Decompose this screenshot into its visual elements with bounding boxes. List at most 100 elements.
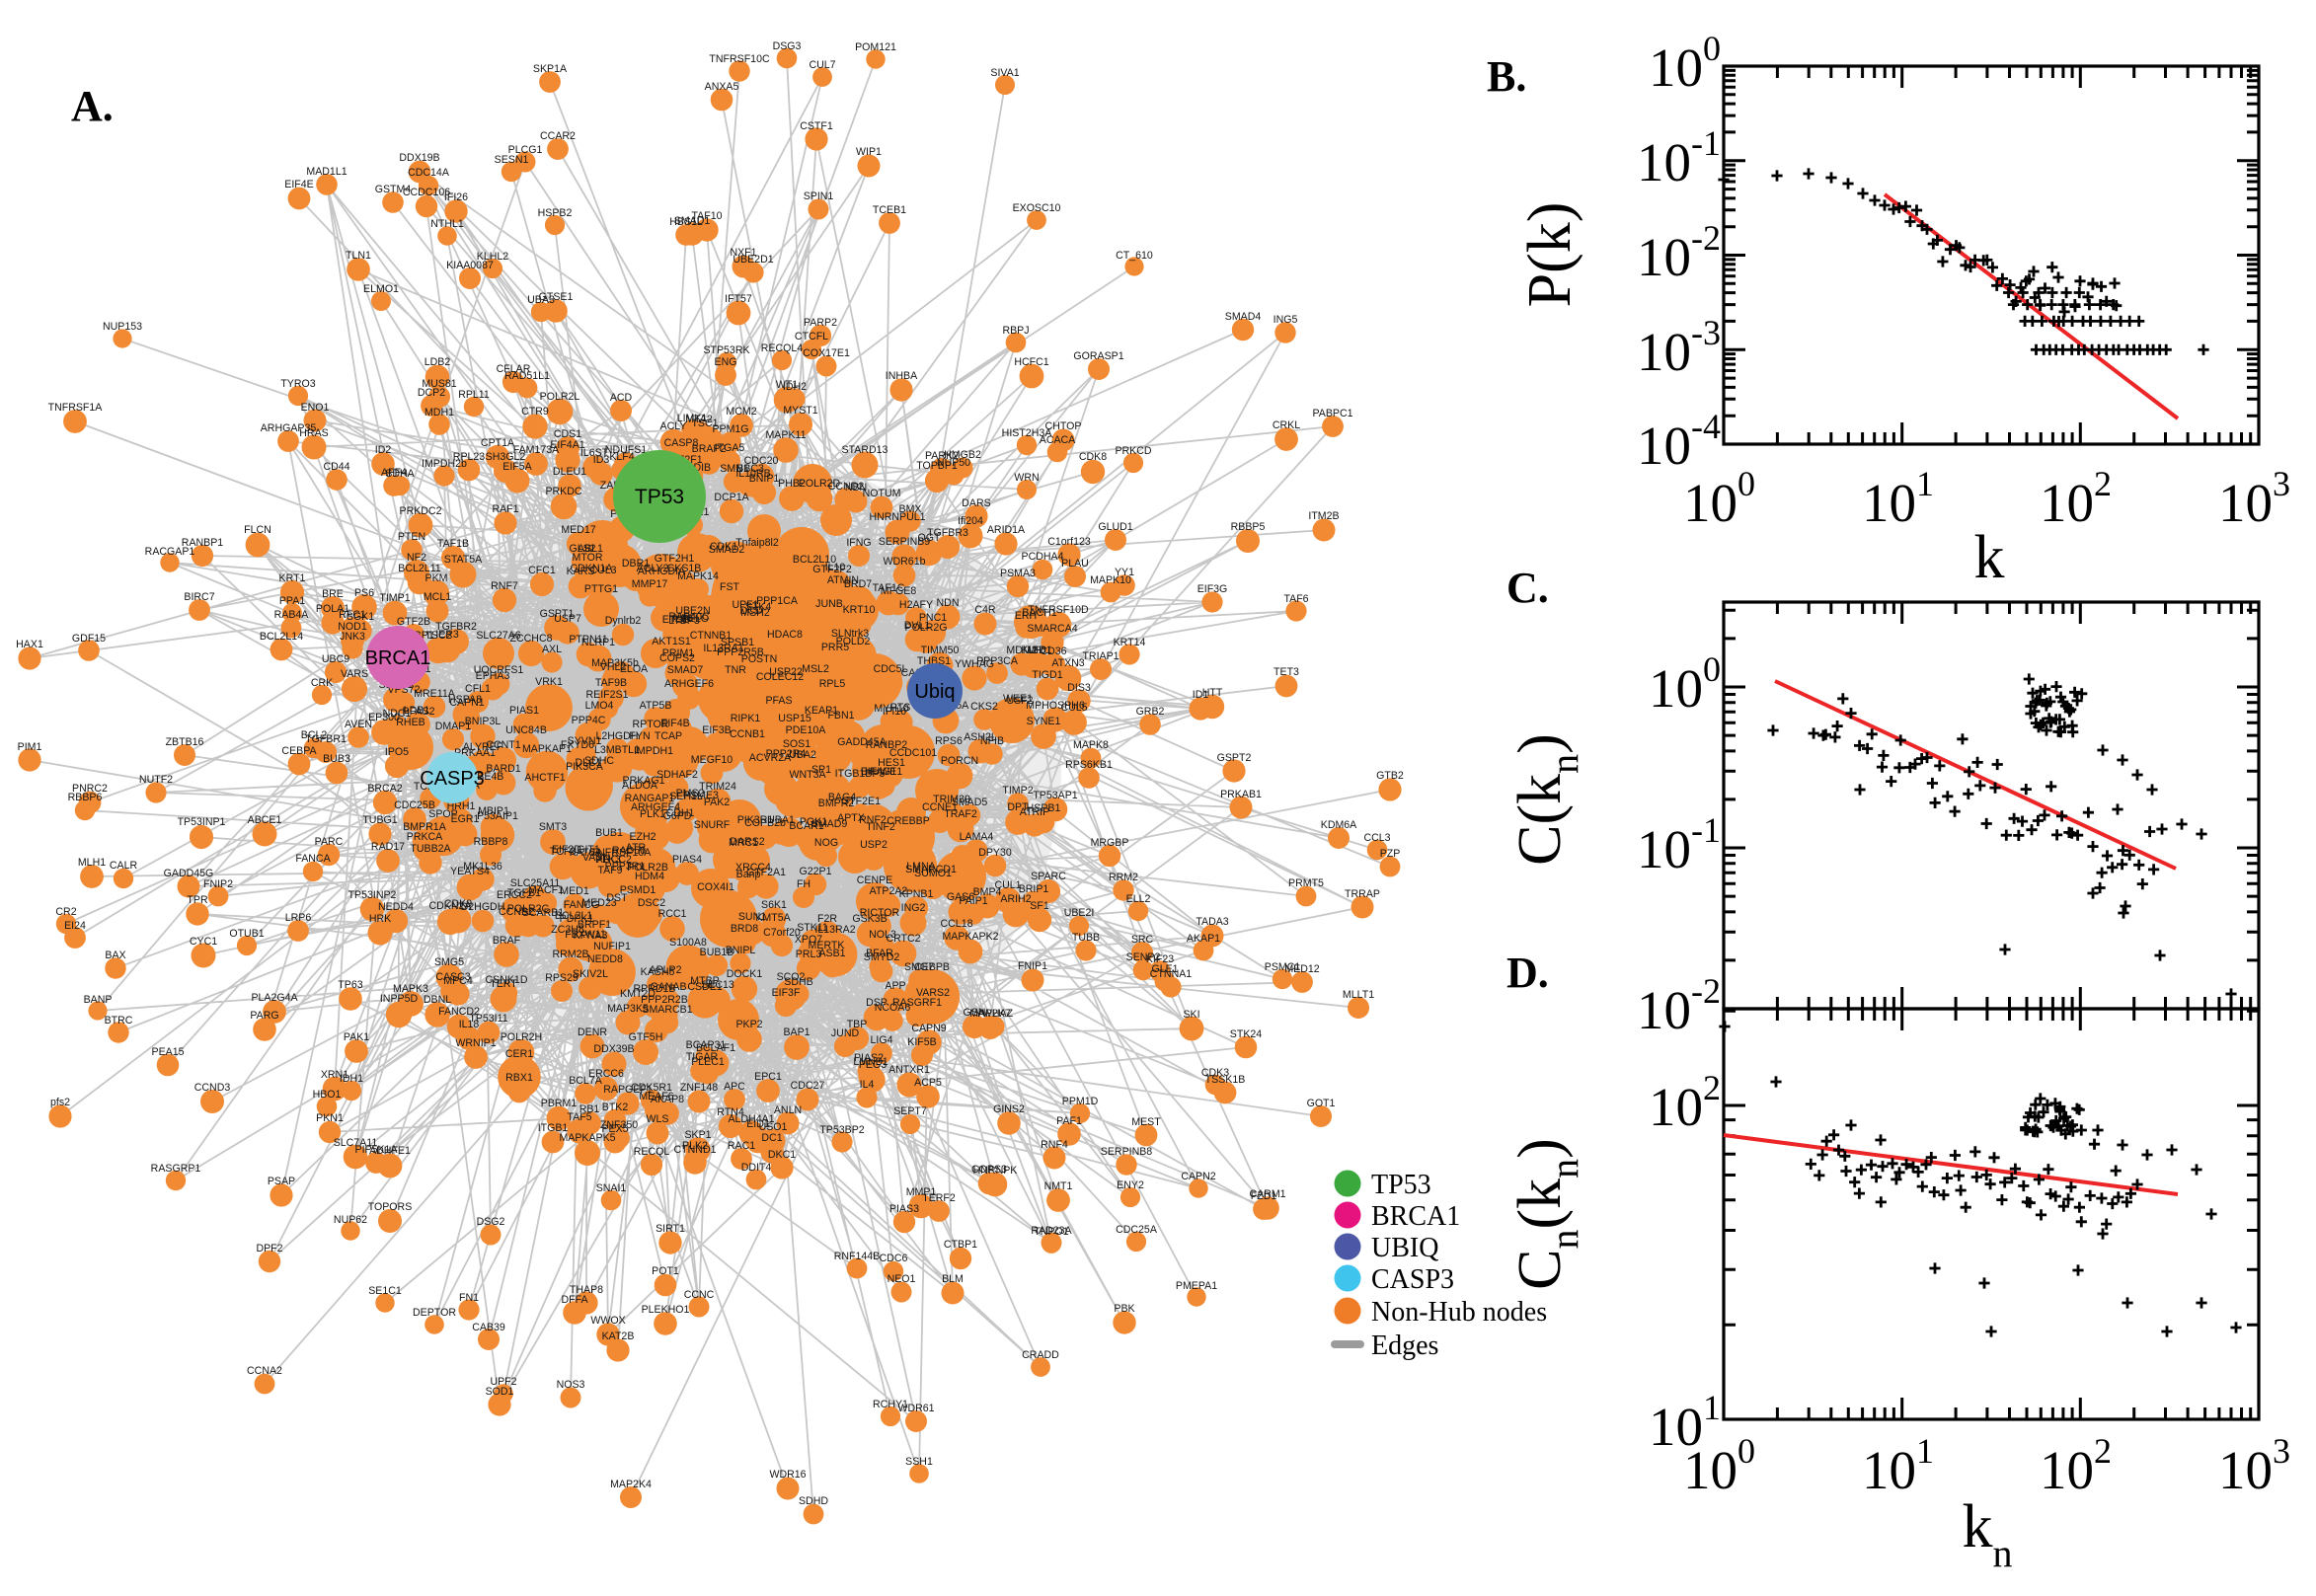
svg-text:MMP1: MMP1 — [906, 1186, 937, 1198]
svg-text:ID3: ID3 — [593, 454, 610, 466]
svg-text:UBIQ: UBIQ — [1371, 1233, 1438, 1263]
svg-text:STAT5A: STAT5A — [444, 554, 483, 566]
svg-text:TSC1: TSC1 — [691, 418, 718, 429]
svg-text:INPP5D: INPP5D — [380, 993, 419, 1005]
svg-text:NLRP1: NLRP1 — [581, 637, 615, 648]
svg-text:ATR: ATR — [626, 842, 647, 854]
svg-text:FN1: FN1 — [459, 1292, 479, 1304]
svg-text:COPS2: COPS2 — [659, 652, 695, 664]
svg-text:CAPN2: CAPN2 — [1181, 1171, 1215, 1182]
svg-text:IL10: IL10 — [825, 562, 846, 573]
svg-text:ALDH4A1: ALDH4A1 — [728, 1113, 774, 1125]
svg-text:NMT1: NMT1 — [1044, 1180, 1073, 1192]
svg-text:EPHA3: EPHA3 — [476, 670, 510, 682]
svg-text:PRL3: PRL3 — [796, 949, 822, 960]
svg-text:ITGA5: ITGA5 — [715, 442, 745, 454]
svg-text:FAM173A: FAM173A — [513, 444, 560, 456]
svg-text:TOPBP1: TOPBP1 — [916, 460, 958, 472]
svg-text:CASP8: CASP8 — [664, 437, 699, 449]
svg-text:TP53BP2: TP53BP2 — [819, 1124, 864, 1136]
svg-text:USP2: USP2 — [860, 839, 888, 851]
svg-text:BCL2L11: BCL2L11 — [398, 563, 440, 574]
svg-text:DPF2: DPF2 — [256, 1243, 282, 1254]
svg-text:GLS2: GLS2 — [569, 543, 595, 555]
svg-text:PRKAB1: PRKAB1 — [1220, 789, 1262, 800]
svg-text:ZC3H8: ZC3H8 — [551, 924, 584, 936]
svg-text:PS6: PS6 — [354, 587, 374, 599]
svg-text:STP53RK: STP53RK — [703, 344, 749, 356]
svg-text:MEST: MEST — [1131, 1116, 1161, 1128]
svg-text:TAF9: TAF9 — [597, 865, 622, 876]
svg-text:TP53AP1: TP53AP1 — [1033, 790, 1077, 801]
svg-text:TPR: TPR — [187, 894, 208, 906]
svg-text:CDK5R1: CDK5R1 — [631, 1082, 672, 1094]
svg-text:PPP2R2B: PPP2R2B — [641, 994, 688, 1006]
svg-text:ATP5B: ATP5B — [640, 700, 672, 712]
svg-text:PMEPA1: PMEPA1 — [1176, 1280, 1217, 1292]
svg-text:BCL7A: BCL7A — [569, 1075, 602, 1087]
svg-text:VARS2: VARS2 — [916, 987, 950, 999]
svg-text:EZH2: EZH2 — [629, 831, 656, 843]
svg-text:Non-Hub nodes: Non-Hub nodes — [1371, 1297, 1547, 1328]
svg-text:CAPN1: CAPN1 — [449, 697, 484, 709]
svg-text:GLE1: GLE1 — [1151, 963, 1178, 975]
svg-text:NUP153: NUP153 — [103, 321, 142, 333]
svg-text:RCC1: RCC1 — [658, 908, 687, 920]
svg-text:PPA1: PPA1 — [279, 595, 305, 607]
svg-text:ABL1: ABL1 — [578, 543, 603, 555]
svg-text:IFI26: IFI26 — [444, 191, 468, 203]
svg-text:PRKDC2: PRKDC2 — [400, 505, 442, 517]
svg-text:GANAB: GANAB — [650, 981, 686, 993]
svg-text:ABCE1: ABCE1 — [248, 814, 282, 826]
svg-text:KAT2B: KAT2B — [602, 1330, 635, 1342]
svg-text:PSMA3: PSMA3 — [1000, 568, 1036, 579]
svg-text:PKP2: PKP2 — [735, 1019, 762, 1030]
svg-text:TRRAP: TRRAP — [1345, 888, 1380, 900]
svg-text:PFAS2: PFAS2 — [403, 706, 435, 718]
svg-text:CDKN2A: CDKN2A — [429, 900, 473, 912]
svg-text:CCNB2: CCNB2 — [499, 906, 534, 918]
svg-text:CER1: CER1 — [505, 1048, 533, 1060]
svg-text:MID1: MID1 — [1027, 645, 1051, 656]
svg-text:RRM2: RRM2 — [1109, 872, 1138, 883]
svg-text:PLK3: PLK3 — [595, 854, 621, 866]
svg-text:TCAP: TCAP — [655, 730, 682, 742]
svg-text:HRAS: HRAS — [299, 427, 328, 439]
svg-text:CASP3: CASP3 — [420, 768, 485, 790]
svg-text:TSC2: TSC2 — [425, 630, 451, 642]
svg-text:IL13RA2: IL13RA2 — [814, 924, 855, 936]
svg-text:GSPT2: GSPT2 — [1217, 752, 1252, 764]
svg-text:RPL11: RPL11 — [458, 389, 490, 401]
svg-text:CTR9: CTR9 — [521, 406, 549, 418]
svg-text:PPP1CA: PPP1CA — [756, 595, 799, 607]
svg-text:MERTK: MERTK — [809, 940, 845, 951]
svg-text:HTT: HTT — [1202, 687, 1223, 699]
svg-text:IFT57: IFT57 — [725, 293, 752, 305]
svg-text:Dynlrb2: Dynlrb2 — [605, 615, 642, 627]
svg-text:TP53: TP53 — [635, 486, 684, 508]
svg-text:TAF10: TAF10 — [691, 210, 722, 222]
svg-text:RRM2B: RRM2B — [552, 949, 588, 960]
svg-text:NF2: NF2 — [407, 552, 426, 564]
svg-text:MPC4: MPC4 — [443, 975, 473, 987]
svg-text:PAK1: PAK1 — [344, 1031, 369, 1043]
svg-text:CCNC: CCNC — [684, 1289, 715, 1301]
svg-text:DVL1: DVL1 — [904, 620, 931, 632]
svg-text:DARS2: DARS2 — [730, 836, 764, 848]
svg-text:POLR2G: POLR2G — [905, 622, 948, 634]
svg-text:USF2: USF2 — [1006, 695, 1033, 707]
svg-text:KEAP1: KEAP1 — [805, 705, 838, 717]
svg-text:GINS2: GINS2 — [993, 1103, 1025, 1115]
svg-text:CDC25B: CDC25B — [394, 799, 435, 811]
svg-text:CCNB1: CCNB1 — [730, 728, 765, 740]
svg-text:NDUFS1: NDUFS1 — [605, 444, 647, 456]
svg-text:PSAP: PSAP — [268, 1176, 295, 1187]
svg-text:EIF2D: EIF2D — [552, 844, 581, 856]
svg-text:EI24: EI24 — [64, 920, 86, 932]
svg-text:PMS2: PMS2 — [676, 788, 705, 799]
svg-text:CDK8: CDK8 — [1079, 451, 1107, 463]
svg-text:GRB2: GRB2 — [1136, 706, 1165, 718]
svg-text:DFFA: DFFA — [561, 1294, 588, 1306]
svg-text:CTNNA1: CTNNA1 — [1150, 968, 1192, 980]
svg-text:CDKN1A: CDKN1A — [571, 563, 614, 574]
